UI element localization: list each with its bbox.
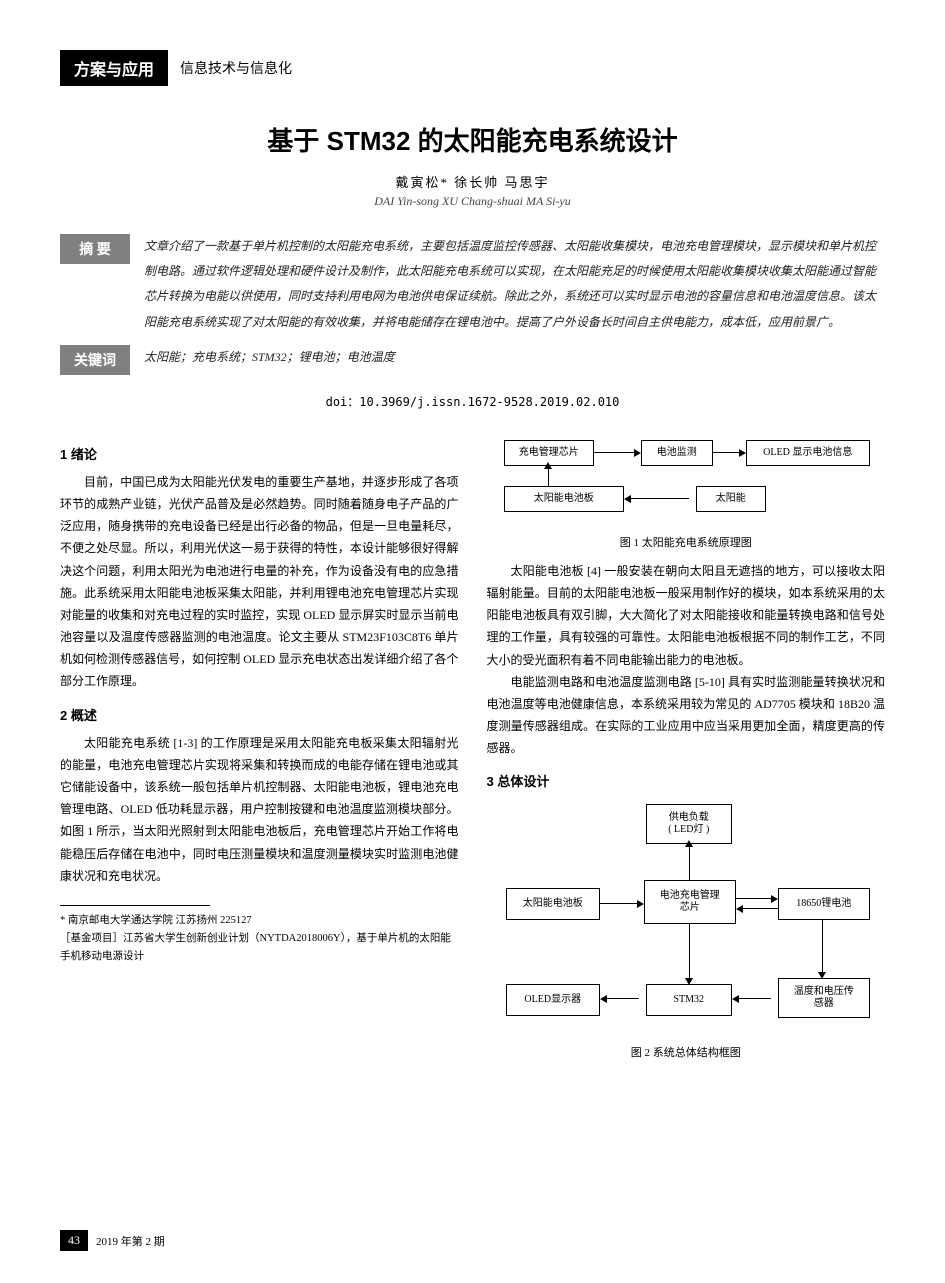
section2-heading: 2 概述 <box>60 705 459 724</box>
col2-para2: 电能监测电路和电池温度监测电路 [5-10] 具有实时监测能量转换状况和电池温度… <box>487 671 886 760</box>
authors-cn: 戴寅松* 徐长帅 马思宇 <box>60 172 885 191</box>
fig1-box-oled-display: OLED 显示电池信息 <box>746 440 870 466</box>
figure2-diagram: 供电负载 ( LED灯 ) 太阳能电池板 电池充电管理 芯片 18650锂电池 … <box>496 798 876 1038</box>
col2-para1: 太阳能电池板 [4] 一般安装在朝向太阳且无遮挡的地方，可以接收太阳辐射能量。目… <box>487 560 886 671</box>
keywords-text: 太阳能；充电系统；STM32；锂电池；电池温度 <box>130 345 885 375</box>
fig2-box-stm32: STM32 <box>646 984 732 1016</box>
page-footer: 43 2019 年第 2 期 <box>60 1230 165 1251</box>
left-column: 1 绪论 目前，中国已成为太阳能光伏发电的重要生产基地，并逐步形成了各项环节的成… <box>60 432 459 1071</box>
right-column: 充电管理芯片 电池监测 OLED 显示电池信息 太阳能电池板 太阳能 图 1 太… <box>487 432 886 1071</box>
fig2-box-battery: 18650锂电池 <box>778 888 870 920</box>
category-badge: 方案与应用 <box>60 50 168 86</box>
abstract-text: 文章介绍了一款基于单片机控制的太阳能充电系统，主要包括温度监控传感器、太阳能收集… <box>130 234 885 335</box>
fig2-box-panel: 太阳能电池板 <box>506 888 600 920</box>
fig2-box-chip: 电池充电管理 芯片 <box>644 880 736 924</box>
body-columns: 1 绪论 目前，中国已成为太阳能光伏发电的重要生产基地，并逐步形成了各项环节的成… <box>60 432 885 1071</box>
section2-text: 太阳能充电系统 [1-3] 的工作原理是采用太阳能充电板采集太阳辐射光的能量，电… <box>60 732 459 887</box>
page-header: 方案与应用 信息技术与信息化 <box>60 50 885 86</box>
figure1-caption: 图 1 太阳能充电系统原理图 <box>487 534 886 550</box>
abstract-block: 摘 要 文章介绍了一款基于单片机控制的太阳能充电系统，主要包括温度监控传感器、太… <box>60 234 885 335</box>
keywords-label: 关键词 <box>60 345 130 375</box>
figure2-caption: 图 2 系统总体结构框图 <box>487 1044 886 1060</box>
fig1-box-battery-monitor: 电池监测 <box>641 440 713 466</box>
fig2-box-sensor: 温度和电压传 感器 <box>778 978 870 1018</box>
header-subtitle: 信息技术与信息化 <box>168 58 292 78</box>
fig2-box-load: 供电负载 ( LED灯 ) <box>646 804 732 844</box>
section3-heading: 3 总体设计 <box>487 771 886 790</box>
issue-text: 2019 年第 2 期 <box>96 1233 165 1249</box>
page-number: 43 <box>60 1230 88 1251</box>
affiliation-footnote: * 南京邮电大学通达学院 江苏扬州 225127 <box>60 912 459 930</box>
abstract-label: 摘 要 <box>60 234 130 264</box>
funding-footnote: ［基金项目］江苏省大学生创新创业计划（NYTDA2018006Y），基于单片机的… <box>60 930 459 966</box>
fig1-box-solar-panel: 太阳能电池板 <box>504 486 624 512</box>
article-title: 基于 STM32 的太阳能充电系统设计 <box>60 121 885 158</box>
fig2-box-oled: OLED显示器 <box>506 984 600 1016</box>
footnote-separator <box>60 905 210 906</box>
fig1-box-solar-energy: 太阳能 <box>696 486 766 512</box>
figure1-diagram: 充电管理芯片 电池监测 OLED 显示电池信息 太阳能电池板 太阳能 <box>496 436 876 528</box>
doi: doi：10.3969/j.issn.1672-9528.2019.02.010 <box>60 393 885 410</box>
section1-heading: 1 绪论 <box>60 444 459 463</box>
section1-text: 目前，中国已成为太阳能光伏发电的重要生产基地，并逐步形成了各项环节的成熟产业链，… <box>60 471 459 693</box>
authors-en: DAI Yin-song XU Chang-shuai MA Si-yu <box>60 194 885 209</box>
keywords-block: 关键词 太阳能；充电系统；STM32；锂电池；电池温度 <box>60 345 885 375</box>
